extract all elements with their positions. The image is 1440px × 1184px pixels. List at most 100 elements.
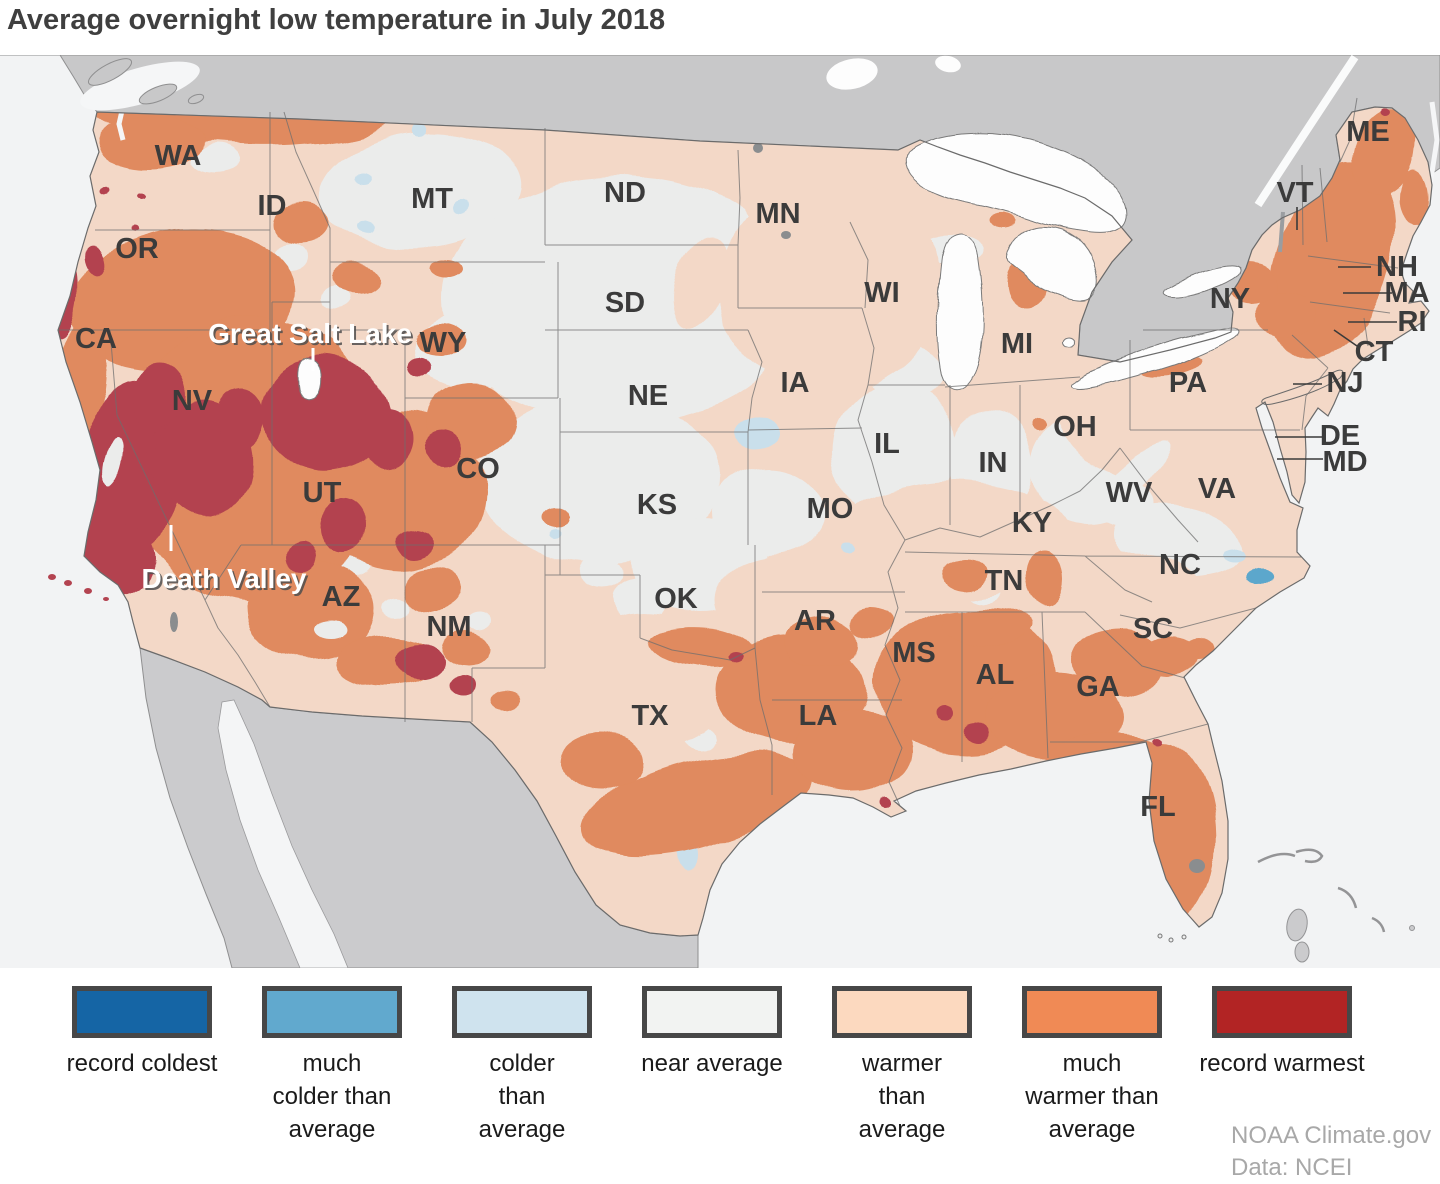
state-label-or: OR: [115, 233, 159, 265]
state-label-il: IL: [874, 428, 900, 460]
legend-swatch: [832, 986, 972, 1038]
state-label-sd: SD: [605, 287, 645, 319]
state-label-nc: NC: [1159, 549, 1201, 581]
canada-water-features: [80, 55, 1440, 208]
state-label-ne: NE: [628, 380, 668, 412]
state-label-vt: VT: [1276, 177, 1313, 209]
state-label-tn: TN: [985, 565, 1024, 597]
state-label-tx: TX: [631, 700, 669, 732]
annotation-death-valley: Death Valley: [142, 563, 307, 594]
legend-swatch: [1212, 986, 1352, 1038]
legend-item-colder: colder than average: [427, 986, 617, 1146]
state-label-co: CO: [456, 453, 500, 485]
lake-ontario: [1163, 265, 1243, 298]
state-label-ny: NY: [1210, 283, 1250, 315]
state-label-oh: OH: [1053, 411, 1097, 443]
legend-label: colder than average: [478, 1050, 566, 1143]
warmer-areas: [500, 142, 1392, 748]
channel-islands: [48, 574, 109, 601]
state-label-ia: IA: [781, 367, 810, 399]
lake-superior: [905, 132, 1128, 233]
legend-label: warmer than average: [858, 1050, 946, 1143]
state-label-nj: NJ: [1326, 367, 1363, 399]
state-label-mo: MO: [807, 493, 854, 525]
state-label-pa: PA: [1169, 367, 1207, 399]
state-label-wi: WI: [864, 277, 899, 309]
st-lawrence-river: [1254, 55, 1359, 208]
map-region: WA OR CA ID NV UT AZ MT WY CO NM ND SD NE KS OK TX MN IA MO…: [0, 55, 1440, 968]
state-label-wy: WY: [420, 327, 467, 359]
state-label-ri: RI: [1398, 306, 1427, 338]
state-label-ct: CT: [1355, 336, 1394, 368]
state-label-az: AZ: [322, 581, 361, 613]
state-label-mi: MI: [1001, 328, 1033, 360]
state-label-va: VA: [1198, 473, 1236, 505]
state-label-in: IN: [979, 447, 1008, 479]
state-borders: [58, 97, 1399, 807]
state-label-ok: OK: [654, 583, 698, 615]
near-average-highlights: [102, 436, 1170, 640]
us-temperature-map: WA OR CA ID NV UT AZ MT WY CO NM ND SD NE KS OK TX MN IA MO…: [0, 55, 1440, 968]
page-title: Average overnight low temperature in Jul…: [7, 4, 666, 36]
state-labels: WA OR CA ID NV UT AZ MT WY CO NM ND SD NE KS OK TX MN IA MO…: [75, 116, 1430, 823]
legend-item-warmer: warmer than average: [807, 986, 997, 1146]
legend-item-record-warmest: record warmest: [1187, 986, 1377, 1146]
state-label-sc: SC: [1133, 613, 1173, 645]
state-label-ky: KY: [1012, 507, 1052, 539]
legend-label: near average: [641, 1050, 783, 1077]
colder-areas: [354, 123, 1246, 871]
lake-huron: [1006, 226, 1098, 301]
state-label-mn: MN: [755, 198, 800, 230]
legend-item-much-colder: much colder than average: [237, 986, 427, 1146]
attribution: NOAA Climate.gov Data: NCEI: [1231, 1120, 1431, 1184]
state-label-nh: NH: [1376, 251, 1418, 283]
lake-champlain: [1278, 211, 1285, 253]
state-label-nm: NM: [426, 611, 471, 643]
us-coastline: [57, 106, 1433, 937]
legend-item-record-coldest: record coldest: [47, 986, 237, 1146]
state-label-nd: ND: [604, 177, 646, 209]
lake-michigan: [936, 234, 984, 392]
state-label-la: LA: [799, 700, 838, 732]
state-label-ut: UT: [303, 477, 342, 509]
lake-st-clair: [1063, 336, 1077, 348]
legend-swatch: [72, 986, 212, 1038]
annotation-shadow-death-valley: Death Valley: [144, 565, 309, 596]
legend-label: much colder than average: [272, 1050, 392, 1143]
state-label-wa: WA: [155, 140, 202, 172]
state-label-mt: MT: [411, 183, 453, 215]
legend-swatch: [262, 986, 402, 1038]
gulf-of-california: [217, 699, 349, 968]
state-label-de: DE: [1320, 420, 1360, 452]
bahamas-islands: [1257, 848, 1415, 963]
legend-label: much warmer than average: [1025, 1050, 1159, 1143]
legend-label: record coldest: [66, 1050, 218, 1077]
florida-keys: [1157, 933, 1187, 943]
state-label-al: AL: [976, 659, 1015, 691]
legend-swatch: [642, 986, 782, 1038]
state-label-ca: CA: [75, 323, 117, 355]
great-salt-lake: [297, 357, 323, 401]
state-label-id: ID: [258, 190, 287, 222]
attribution-source: NOAA Climate.gov: [1231, 1122, 1432, 1149]
annotation-shadow-great-salt-lake: Great Salt Lake: [210, 320, 414, 351]
state-label-wv: WV: [1106, 477, 1153, 509]
leader-line-ct: [1333, 329, 1358, 347]
state-label-ks: KS: [637, 489, 677, 521]
legend-swatch: [1022, 986, 1162, 1038]
legend-item-near-average: near average: [617, 986, 807, 1146]
legend-label: record warmest: [1199, 1050, 1365, 1077]
bay-of-fundy: [1427, 101, 1440, 186]
state-label-md: MD: [1322, 446, 1367, 478]
state-label-ar: AR: [794, 605, 836, 637]
legend-item-much-warmer: much warmer than average: [997, 986, 1187, 1146]
state-label-me: ME: [1346, 116, 1390, 148]
state-label-nv: NV: [172, 385, 213, 417]
state-label-fl: FL: [1140, 791, 1175, 823]
state-label-ga: GA: [1076, 671, 1120, 703]
legend: record coldest much colder than average co…: [47, 986, 1377, 1146]
legend-swatch: [452, 986, 592, 1038]
attribution-data: Data: NCEI: [1231, 1154, 1353, 1181]
